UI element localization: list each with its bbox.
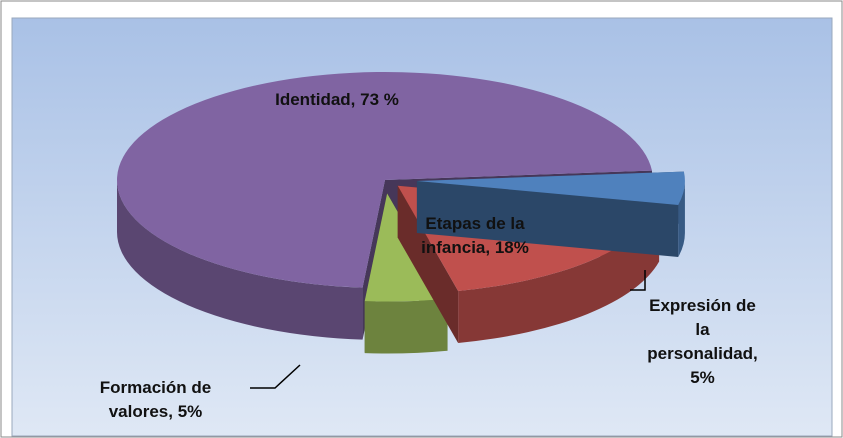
data-label: Expresión de la personalidad, 5% bbox=[647, 296, 758, 387]
slice-side bbox=[458, 209, 660, 343]
leader-line bbox=[630, 270, 646, 291]
pie bbox=[116, 71, 685, 354]
leader-line bbox=[250, 364, 301, 389]
slice bbox=[416, 171, 685, 257]
slice-top bbox=[416, 171, 685, 205]
slice-top bbox=[116, 71, 652, 288]
data-label: Etapas de la infancia, 18% bbox=[421, 214, 529, 257]
slice-side bbox=[364, 298, 448, 354]
slice-wall bbox=[397, 185, 459, 343]
data-label: Identidad, 73 % bbox=[275, 90, 399, 109]
data-label: Formación de valores, 5% bbox=[99, 378, 212, 421]
slice-side bbox=[117, 180, 363, 340]
slice-side bbox=[678, 180, 685, 257]
slice-wall bbox=[416, 180, 679, 257]
